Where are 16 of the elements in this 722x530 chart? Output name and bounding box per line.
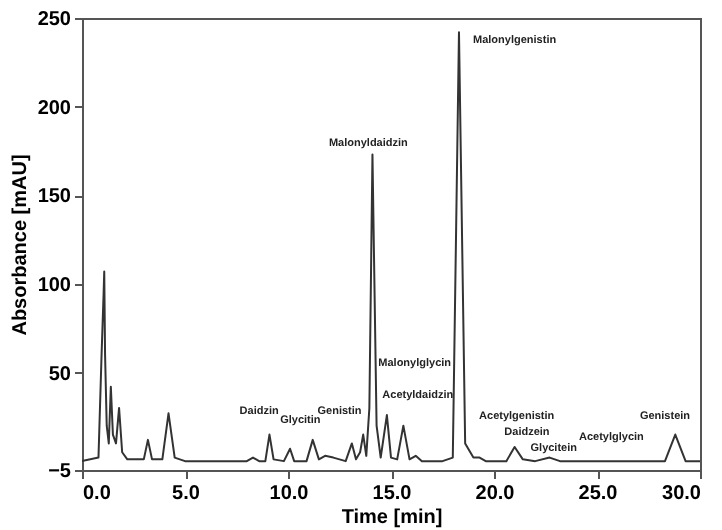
y-tick-label: 150 (37, 186, 72, 209)
x-tick-label: 0.0 (83, 483, 112, 505)
x-tick-label: 25.0 (578, 483, 619, 505)
x-axis-title: Time [min] (341, 507, 443, 529)
y-axis-title: Absorbance [mAU] (9, 154, 32, 336)
x-tick-label: 10.0 (269, 483, 310, 505)
y-tick-label: 100 (37, 274, 72, 297)
x-tick-label: 15.0 (372, 483, 413, 505)
x-tick-label: 20.0 (475, 483, 516, 505)
y-tick-label: 200 (37, 97, 72, 120)
x-tick-label: 30.0 (662, 483, 702, 505)
y-tick-label: 50 (48, 363, 72, 386)
x-tick-label: 5.0 (172, 483, 201, 505)
line-series (82, 31, 700, 463)
y-tick-label: −5 (48, 461, 72, 483)
y-tick-label: 250 (37, 9, 72, 31)
